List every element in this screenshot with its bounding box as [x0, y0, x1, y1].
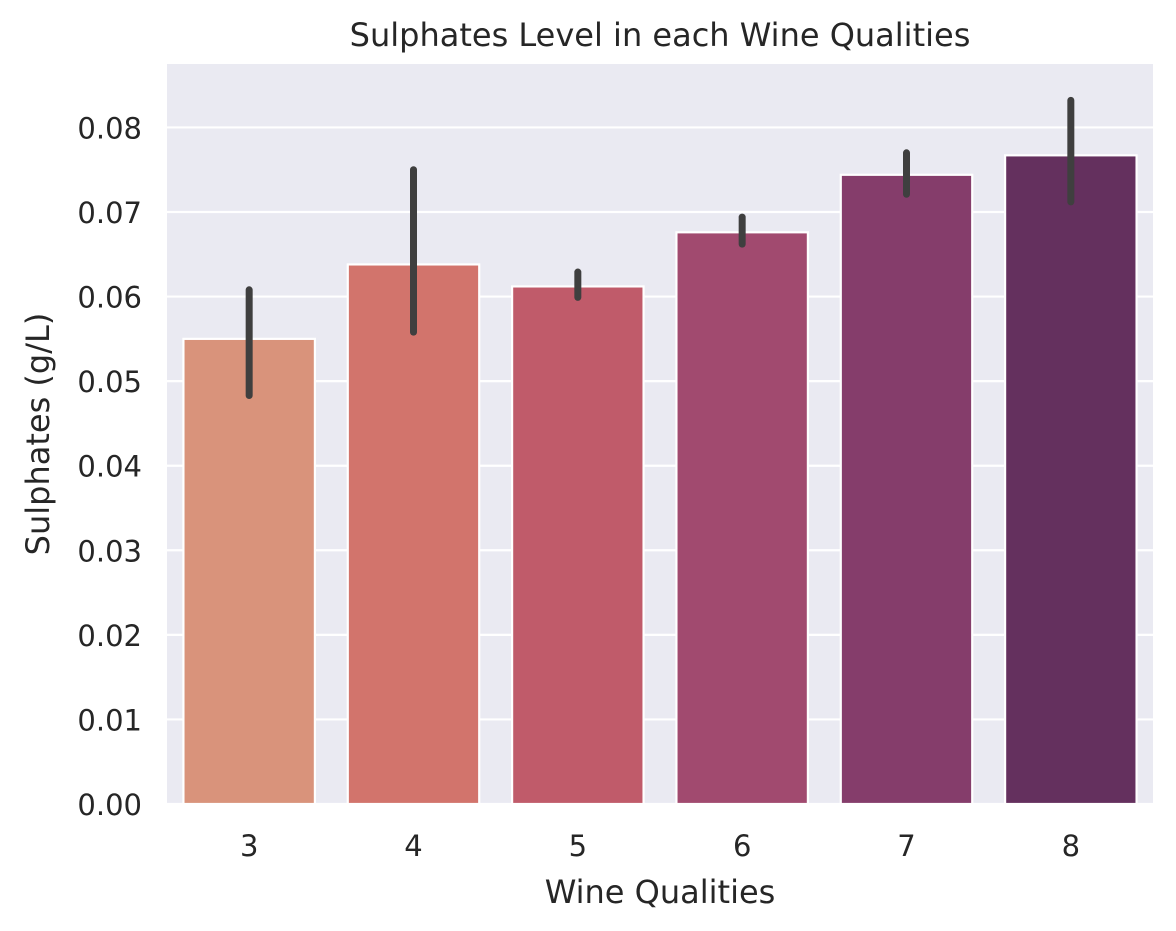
- y-tick-label: 0.05: [77, 365, 142, 399]
- plot-area: [167, 64, 1153, 804]
- x-tick-label: 5: [569, 829, 587, 863]
- bar-quality-6: [675, 231, 810, 806]
- bar-quality-4: [346, 263, 481, 806]
- x-tick-label: 6: [733, 829, 751, 863]
- y-axis-label: Sulphates (g/L): [19, 313, 57, 556]
- x-tick-label: 3: [240, 829, 258, 863]
- chart-title: Sulphates Level in each Wine Qualities: [350, 16, 971, 54]
- x-axis-label: Wine Qualities: [545, 873, 776, 911]
- error-bars: [245, 96, 1075, 400]
- y-tick-label: 0.00: [77, 788, 142, 822]
- bar-quality-3: [182, 337, 316, 806]
- y-tick-label: 0.03: [77, 534, 142, 568]
- y-tick-label: 0.07: [77, 196, 142, 230]
- y-tick-label: 0.02: [77, 619, 142, 653]
- y-tick-label: 0.06: [77, 281, 142, 315]
- bar-quality-8: [1003, 154, 1138, 806]
- x-axis-ticks: 3 4 5 6 7 8: [240, 829, 1080, 863]
- x-tick-label: 7: [897, 829, 915, 863]
- x-tick-label: 8: [1062, 829, 1080, 863]
- y-tick-label: 0.08: [77, 111, 142, 145]
- bar-quality-7: [839, 173, 974, 806]
- y-tick-label: 0.04: [77, 450, 142, 484]
- x-tick-label: 4: [404, 829, 422, 863]
- bar-quality-5: [510, 285, 645, 806]
- y-tick-label: 0.01: [77, 703, 142, 737]
- gridlines: [167, 126, 1153, 806]
- y-axis-ticks: 0.00 0.01 0.02 0.03 0.04 0.05 0.06 0.07 0.08: [77, 111, 142, 822]
- bars: [182, 154, 1138, 806]
